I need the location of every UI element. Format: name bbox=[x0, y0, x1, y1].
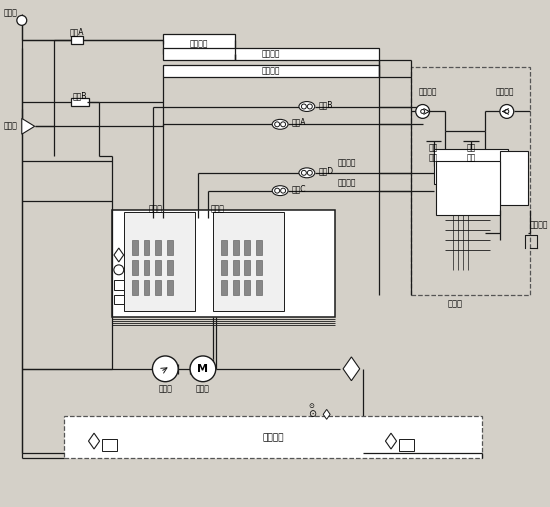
Bar bbox=[144, 260, 150, 275]
Text: 梭阀D: 梭阀D bbox=[319, 166, 334, 175]
Bar bbox=[245, 280, 250, 295]
Bar bbox=[72, 36, 83, 44]
Bar bbox=[156, 280, 161, 295]
Bar bbox=[399, 439, 414, 451]
Text: 左转
向叉: 左转 向叉 bbox=[429, 143, 438, 163]
Bar bbox=[167, 240, 173, 255]
Polygon shape bbox=[343, 357, 360, 381]
Bar bbox=[436, 161, 500, 215]
Ellipse shape bbox=[299, 168, 315, 178]
Bar bbox=[64, 416, 482, 458]
Bar bbox=[144, 240, 150, 255]
Circle shape bbox=[301, 170, 306, 175]
Polygon shape bbox=[386, 433, 397, 449]
Circle shape bbox=[190, 356, 216, 382]
Bar bbox=[156, 240, 161, 255]
Bar bbox=[221, 280, 227, 295]
Bar bbox=[233, 240, 239, 255]
Circle shape bbox=[17, 15, 27, 25]
Circle shape bbox=[416, 104, 430, 118]
Text: 去右制动: 去右制动 bbox=[262, 66, 280, 76]
Bar bbox=[256, 260, 262, 275]
Circle shape bbox=[114, 265, 124, 275]
Text: 接右制动: 接右制动 bbox=[337, 178, 356, 187]
Bar bbox=[131, 240, 138, 255]
Text: 左行走轮: 左行走轮 bbox=[419, 87, 437, 96]
Text: 储能器: 储能器 bbox=[4, 8, 18, 17]
Text: 梭阀C: 梭阀C bbox=[292, 184, 306, 193]
Text: 左转向: 左转向 bbox=[148, 204, 162, 213]
Bar bbox=[245, 260, 250, 275]
Bar bbox=[233, 280, 239, 295]
Text: 转向泵: 转向泵 bbox=[158, 384, 172, 393]
Text: 发动机: 发动机 bbox=[196, 384, 210, 393]
Text: 球阀A: 球阀A bbox=[70, 28, 85, 37]
Bar bbox=[163, 34, 235, 54]
Bar bbox=[131, 280, 138, 295]
Circle shape bbox=[274, 122, 279, 127]
Text: 驻车制动: 驻车制动 bbox=[190, 40, 208, 49]
Polygon shape bbox=[22, 118, 35, 134]
Bar bbox=[256, 240, 262, 255]
Bar bbox=[114, 280, 124, 289]
Text: ⊙: ⊙ bbox=[308, 409, 316, 419]
Bar bbox=[102, 439, 117, 451]
Text: 去左制动: 去左制动 bbox=[262, 50, 280, 58]
Bar bbox=[124, 212, 195, 311]
Bar bbox=[256, 280, 262, 295]
Text: ⊙: ⊙ bbox=[309, 404, 315, 410]
Ellipse shape bbox=[272, 186, 288, 196]
Bar bbox=[114, 295, 124, 305]
Text: 液压油箱: 液压油箱 bbox=[262, 433, 284, 443]
Bar bbox=[167, 280, 173, 295]
Ellipse shape bbox=[299, 101, 315, 112]
Bar bbox=[233, 260, 239, 275]
Text: 球阀B: 球阀B bbox=[73, 91, 87, 100]
Text: 梭阀A: 梭阀A bbox=[292, 118, 306, 127]
Text: 梭阀B: 梭阀B bbox=[319, 100, 333, 109]
Polygon shape bbox=[323, 410, 330, 419]
Text: M: M bbox=[197, 364, 208, 374]
Circle shape bbox=[301, 104, 306, 109]
Text: 转向油缸: 转向油缸 bbox=[530, 221, 548, 230]
Polygon shape bbox=[114, 248, 124, 262]
Circle shape bbox=[307, 104, 312, 109]
Bar bbox=[163, 48, 379, 60]
Ellipse shape bbox=[272, 119, 288, 129]
Bar bbox=[245, 240, 250, 255]
Bar bbox=[213, 212, 284, 311]
Bar bbox=[221, 260, 227, 275]
Bar bbox=[433, 149, 508, 184]
Bar bbox=[72, 97, 89, 105]
Bar bbox=[167, 260, 173, 275]
Circle shape bbox=[307, 170, 312, 175]
Text: 右转向: 右转向 bbox=[211, 204, 225, 213]
Text: 右行走轮: 右行走轮 bbox=[496, 87, 514, 96]
Text: 单向阀: 单向阀 bbox=[4, 122, 18, 131]
Text: 接左制动: 接左制动 bbox=[337, 158, 356, 167]
Circle shape bbox=[280, 122, 285, 127]
Bar bbox=[156, 260, 161, 275]
Bar bbox=[144, 280, 150, 295]
Circle shape bbox=[500, 104, 514, 118]
Bar bbox=[163, 65, 379, 77]
Circle shape bbox=[274, 188, 279, 193]
Bar bbox=[411, 67, 530, 295]
Text: 变速箱: 变速箱 bbox=[448, 300, 463, 309]
Bar bbox=[131, 260, 138, 275]
Bar bbox=[112, 210, 334, 317]
Bar bbox=[500, 151, 527, 205]
Circle shape bbox=[421, 110, 425, 114]
Text: 右转
向叉: 右转 向叉 bbox=[466, 143, 476, 163]
Circle shape bbox=[280, 188, 285, 193]
Bar bbox=[221, 240, 227, 255]
Circle shape bbox=[505, 110, 509, 114]
Polygon shape bbox=[89, 433, 100, 449]
Circle shape bbox=[152, 356, 178, 382]
